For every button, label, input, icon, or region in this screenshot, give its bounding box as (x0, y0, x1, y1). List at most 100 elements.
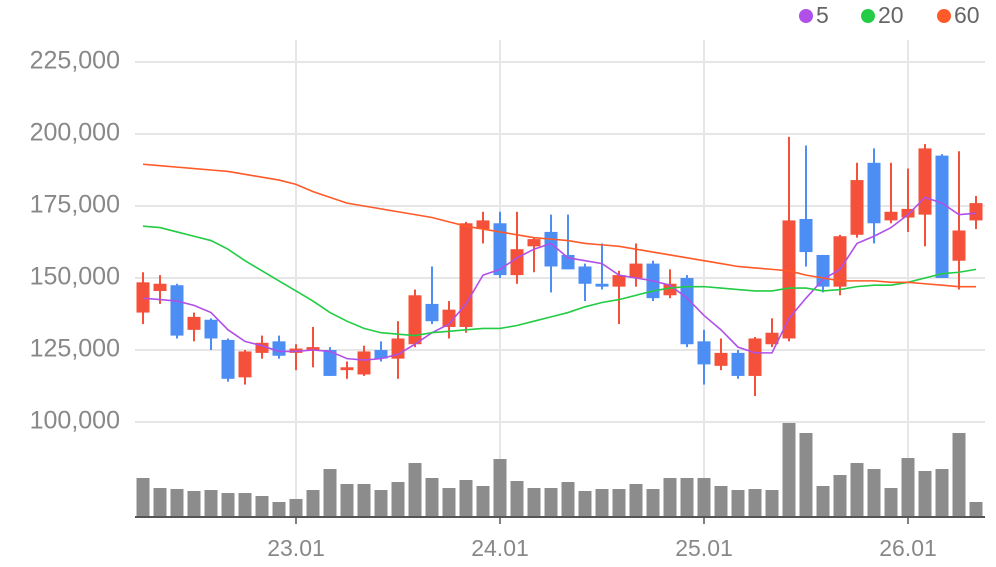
candle-body (459, 223, 473, 327)
candle-body (442, 309, 456, 327)
x-tick-label: 23.01 (267, 535, 325, 561)
volume-bar (408, 463, 422, 517)
volume-bar (901, 458, 915, 517)
candle-body (527, 239, 541, 247)
candle-body (867, 162, 881, 224)
candle-body (663, 283, 677, 296)
candle-body (340, 367, 354, 371)
candle-body (629, 263, 643, 278)
candle-body (493, 223, 507, 276)
volume-bar (578, 491, 592, 517)
candle-body (578, 266, 592, 284)
y-tick-label: 125,000 (30, 335, 120, 363)
candle-body (204, 319, 218, 339)
volume-bar (714, 486, 728, 517)
volume-bar (731, 490, 745, 517)
volume-bar (221, 493, 235, 517)
volume-bar (374, 490, 388, 517)
x-tick-label: 25.01 (675, 535, 733, 561)
y-tick-label: 175,000 (30, 191, 120, 219)
volume-bar (561, 482, 575, 517)
candle-body (680, 278, 694, 345)
volume-bar (357, 484, 371, 517)
candle-body (357, 351, 371, 375)
volume-bar (136, 478, 150, 517)
volume-bar (442, 488, 456, 517)
volume-bar (170, 489, 184, 517)
candle-body (969, 203, 983, 221)
volume-bar (833, 475, 847, 517)
candle-body (510, 249, 524, 276)
candle-body (323, 350, 337, 376)
candle-body (714, 352, 728, 366)
candle-body (765, 332, 779, 345)
volume-bar (187, 491, 201, 517)
candle-body (782, 220, 796, 339)
volume-bar (629, 484, 643, 517)
volume-bar (918, 471, 932, 517)
y-tick-label: 150,000 (30, 263, 120, 291)
volume-bar (459, 480, 473, 517)
candle-body (255, 342, 269, 353)
legend-marker (861, 9, 875, 23)
volume-bar (663, 478, 677, 517)
candle-body (153, 283, 167, 291)
candle-body (238, 351, 252, 378)
candle-body (884, 211, 898, 221)
candle-body (306, 347, 320, 350)
candle-body (697, 341, 711, 365)
volume-bar (238, 493, 252, 517)
volume-bar (867, 469, 881, 517)
candle-body (187, 316, 201, 330)
candle-body (544, 231, 558, 267)
volume-bar (884, 488, 898, 517)
volume-bar (527, 488, 541, 517)
ma-line (142, 196, 977, 361)
y-tick-label: 200,000 (30, 119, 120, 147)
volume-bar (391, 482, 405, 517)
candle-body (816, 254, 830, 287)
candle-body (731, 352, 745, 376)
ma-line (142, 163, 976, 288)
candle-body (799, 218, 813, 253)
volume-bar (425, 478, 439, 517)
volume-bar (272, 502, 286, 517)
candle-body (833, 236, 847, 287)
volume-bar (697, 478, 711, 517)
candle-body (170, 285, 184, 336)
volume-bar (204, 490, 218, 517)
volume-bar (612, 489, 626, 517)
candle-body (476, 220, 490, 230)
volume-bar (510, 481, 524, 517)
volume-bar (799, 433, 813, 517)
volume-bar (680, 478, 694, 517)
volume-bar (595, 489, 609, 517)
volume-bar (306, 490, 320, 517)
volume-bar (969, 502, 983, 517)
candle-body (952, 230, 966, 261)
volume-bar (765, 490, 779, 517)
candle-body (918, 148, 932, 215)
candle-body (425, 303, 439, 322)
legend-label: 60 (954, 2, 980, 28)
legend-label: 20 (878, 2, 904, 28)
volume-bar (544, 488, 558, 517)
candle-body (748, 338, 762, 376)
candle-body (374, 350, 388, 359)
legend-marker (799, 9, 813, 23)
volume-bar (952, 433, 966, 517)
candle-body (408, 295, 422, 345)
volume-bar (340, 484, 354, 517)
x-tick-label: 26.01 (879, 535, 937, 561)
volume-bar (323, 469, 337, 517)
volume-bar (646, 489, 660, 517)
candle-body (901, 208, 915, 218)
ma-line (142, 225, 977, 337)
candle-body (391, 338, 405, 359)
volume-bar (782, 423, 796, 517)
y-tick-label: 225,000 (30, 47, 120, 75)
volume-bar (748, 489, 762, 517)
volume-bar (493, 459, 507, 517)
candle-body (935, 155, 949, 278)
volume-bar (816, 486, 830, 517)
